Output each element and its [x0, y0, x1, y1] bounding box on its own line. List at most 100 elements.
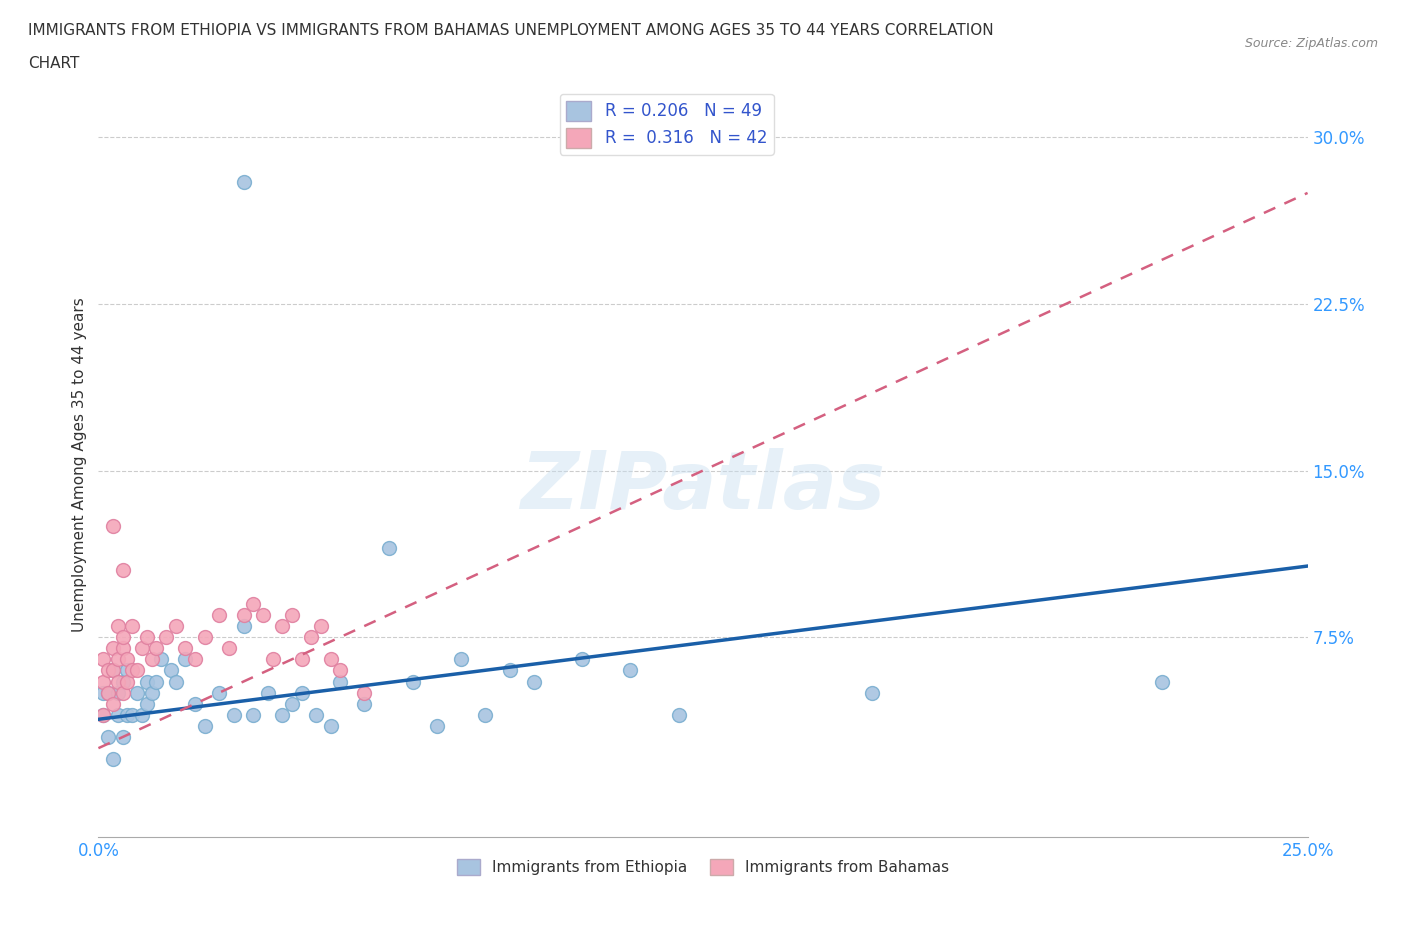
Point — [117, 652, 139, 667]
Point — [174, 652, 197, 667]
Point — [101, 663, 124, 678]
Y-axis label: Unemployment Among Ages 35 to 44 years: Unemployment Among Ages 35 to 44 years — [72, 298, 87, 632]
Point — [309, 618, 332, 633]
Point — [668, 708, 690, 723]
Point — [101, 697, 124, 711]
Point — [450, 652, 472, 667]
Point — [262, 652, 284, 667]
Point — [252, 607, 274, 622]
Point — [127, 685, 149, 700]
Point — [242, 708, 264, 723]
Point — [329, 663, 352, 678]
Point — [155, 630, 177, 644]
Point — [107, 685, 129, 700]
Point — [290, 652, 312, 667]
Point — [101, 641, 124, 656]
Point — [91, 708, 114, 723]
Point — [141, 685, 163, 700]
Point — [97, 663, 120, 678]
Point — [145, 674, 167, 689]
Point — [232, 618, 254, 633]
Point — [305, 708, 328, 723]
Point — [135, 697, 157, 711]
Point — [91, 652, 114, 667]
Point — [208, 685, 231, 700]
Point — [242, 596, 264, 611]
Point — [91, 685, 114, 700]
Point — [271, 708, 294, 723]
Point — [107, 618, 129, 633]
Point — [117, 663, 139, 678]
Point — [329, 674, 352, 689]
Point — [1152, 674, 1174, 689]
Point — [571, 652, 593, 667]
Point — [135, 630, 157, 644]
Point — [474, 708, 496, 723]
Text: IMMIGRANTS FROM ETHIOPIA VS IMMIGRANTS FROM BAHAMAS UNEMPLOYMENT AMONG AGES 35 T: IMMIGRANTS FROM ETHIOPIA VS IMMIGRANTS F… — [28, 23, 994, 38]
Point — [184, 652, 207, 667]
Point — [165, 618, 187, 633]
Point — [131, 708, 153, 723]
Point — [121, 663, 143, 678]
Point — [121, 708, 143, 723]
Point — [498, 663, 520, 678]
Point — [290, 685, 312, 700]
Point — [218, 641, 240, 656]
Point — [256, 685, 278, 700]
Point — [222, 708, 245, 723]
Point — [111, 730, 134, 745]
Text: CHART: CHART — [28, 56, 80, 71]
Point — [101, 751, 124, 766]
Point — [91, 674, 114, 689]
Point — [194, 630, 217, 644]
Point — [353, 697, 375, 711]
Point — [426, 719, 449, 734]
Point — [319, 652, 342, 667]
Point — [141, 652, 163, 667]
Point — [107, 652, 129, 667]
Point — [91, 708, 114, 723]
Point — [377, 541, 399, 556]
Point — [299, 630, 322, 644]
Point — [232, 175, 254, 190]
Legend: Immigrants from Ethiopia, Immigrants from Bahamas: Immigrants from Ethiopia, Immigrants fro… — [450, 853, 956, 882]
Point — [101, 519, 124, 534]
Point — [523, 674, 546, 689]
Point — [860, 685, 883, 700]
Point — [111, 563, 134, 578]
Point — [208, 607, 231, 622]
Point — [135, 674, 157, 689]
Point — [117, 708, 139, 723]
Point — [232, 607, 254, 622]
Point — [619, 663, 641, 678]
Point — [127, 663, 149, 678]
Point — [97, 730, 120, 745]
Point — [117, 674, 139, 689]
Point — [131, 641, 153, 656]
Point — [111, 641, 134, 656]
Point — [271, 618, 294, 633]
Point — [281, 697, 304, 711]
Point — [121, 618, 143, 633]
Point — [107, 674, 129, 689]
Point — [194, 719, 217, 734]
Point — [165, 674, 187, 689]
Point — [174, 641, 197, 656]
Point — [101, 663, 124, 678]
Point — [97, 685, 120, 700]
Text: ZIPatlas: ZIPatlas — [520, 448, 886, 526]
Point — [97, 685, 120, 700]
Point — [111, 630, 134, 644]
Point — [107, 708, 129, 723]
Point — [402, 674, 425, 689]
Text: Source: ZipAtlas.com: Source: ZipAtlas.com — [1244, 37, 1378, 50]
Point — [111, 674, 134, 689]
Point — [319, 719, 342, 734]
Point — [150, 652, 173, 667]
Point — [160, 663, 183, 678]
Point — [111, 685, 134, 700]
Point — [145, 641, 167, 656]
Point — [184, 697, 207, 711]
Point — [281, 607, 304, 622]
Point — [353, 685, 375, 700]
